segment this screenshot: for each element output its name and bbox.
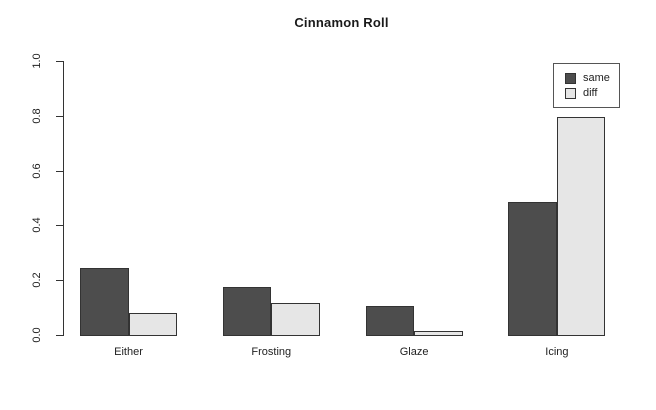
bar-same-glaze (365, 306, 415, 336)
y-tick-0.4 (56, 225, 63, 227)
bar-same-frosting (222, 287, 272, 336)
y-tick-label-0.2: 0.2 (31, 272, 43, 288)
y-tick-0.2 (56, 280, 63, 282)
y-tick-0.8 (56, 115, 63, 117)
y-tick-label-1.0: 1.0 (31, 53, 43, 69)
y-tick-label-0.4: 0.4 (31, 217, 43, 234)
legend: same diff (553, 63, 620, 108)
legend-label-same: same (583, 72, 610, 84)
y-tick-label-0.0: 0.0 (31, 327, 43, 343)
bar-diff-icing (556, 117, 606, 336)
legend-swatch-diff (565, 88, 576, 99)
y-tick-0.0 (56, 335, 63, 336)
bar-same-icing (508, 202, 557, 336)
legend-row-diff: diff (565, 86, 619, 101)
x-label-either: Either (114, 346, 143, 358)
bar-diff-glaze (414, 330, 463, 336)
legend-label-diff: diff (583, 87, 598, 99)
x-label-frosting: Frosting (251, 346, 292, 358)
legend-swatch-same (565, 73, 576, 84)
y-tick-label-0.6: 0.6 (31, 162, 43, 179)
y-axis-line (63, 61, 64, 336)
bar-same-either (80, 267, 129, 336)
chart-title: Cinnamon Roll (294, 15, 389, 30)
y-tick-1.0 (56, 61, 63, 62)
y-tick-label-0.8: 0.8 (31, 108, 43, 124)
bar-diff-frosting (271, 303, 320, 336)
y-tick-0.6 (56, 170, 63, 172)
legend-row-same: same (565, 71, 619, 86)
x-label-icing: Icing (545, 346, 569, 358)
bar-diff-either (128, 313, 177, 336)
x-label-glaze: Glaze (399, 346, 429, 358)
